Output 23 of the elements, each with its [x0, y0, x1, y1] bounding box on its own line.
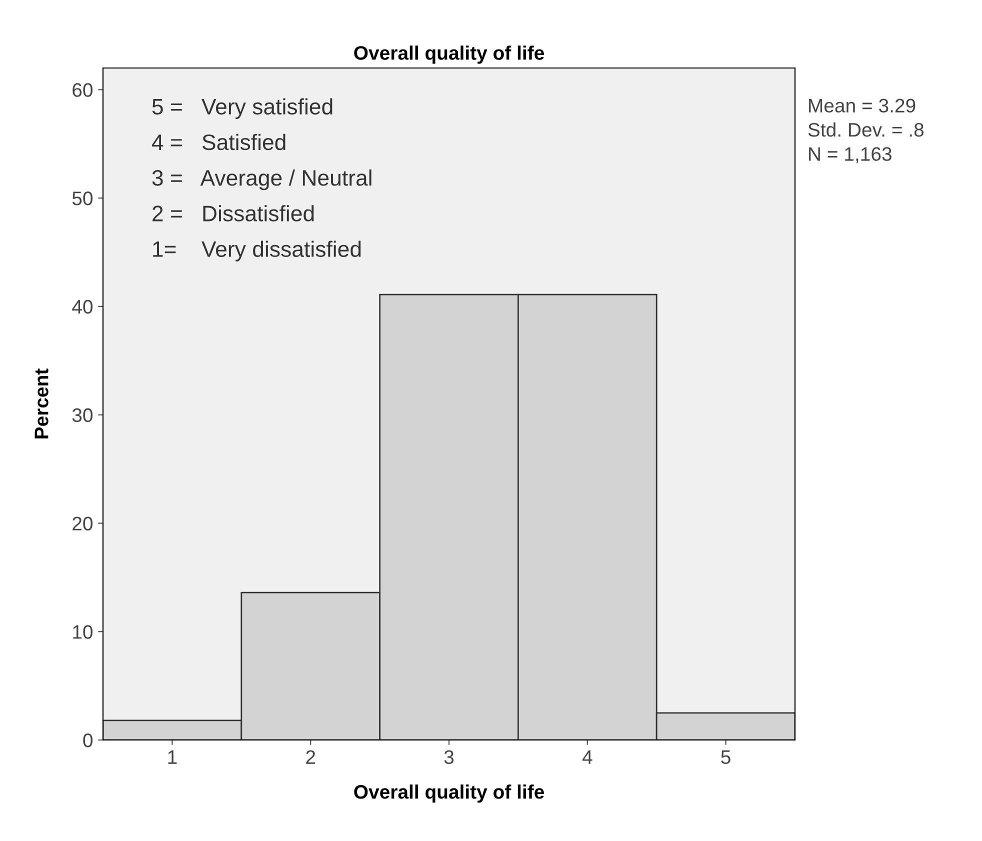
y-tick-label: 0: [83, 733, 93, 748]
y-tick-label: 30: [72, 408, 93, 422]
y-axis-title: Percent: [34, 368, 48, 438]
annotation: 4 = Satisfied: [152, 134, 286, 150]
x-tick-label: 4: [582, 750, 592, 764]
text: Mean = 3.29: [809, 98, 916, 113]
text: Std. Dev. = .8: [808, 122, 924, 137]
annotation: 3 = Average / Neutral: [152, 169, 372, 190]
y-tick-label: 40: [72, 300, 93, 314]
chart-title: Overall quality of life: [354, 46, 544, 64]
x-tick-label: 2: [306, 750, 316, 764]
x-tick-label: 3: [444, 750, 454, 764]
text: N = 1,163: [809, 147, 892, 164]
y-tick-label: 50: [72, 192, 93, 206]
annotation: 5 = Very satisfied: [152, 98, 332, 119]
annotation: 2 = Dissatisfied: [152, 205, 314, 222]
y-tick-label: 60: [72, 83, 93, 97]
annotation: 1= Very dissatisfied: [153, 240, 361, 262]
y-tick-label: 10: [73, 625, 93, 639]
x-tick-label: 5: [721, 750, 730, 764]
y-tick-label: 20: [72, 516, 93, 530]
x-axis-title: Overall quality of life: [354, 784, 544, 803]
x-tick-label: 1: [168, 750, 177, 764]
